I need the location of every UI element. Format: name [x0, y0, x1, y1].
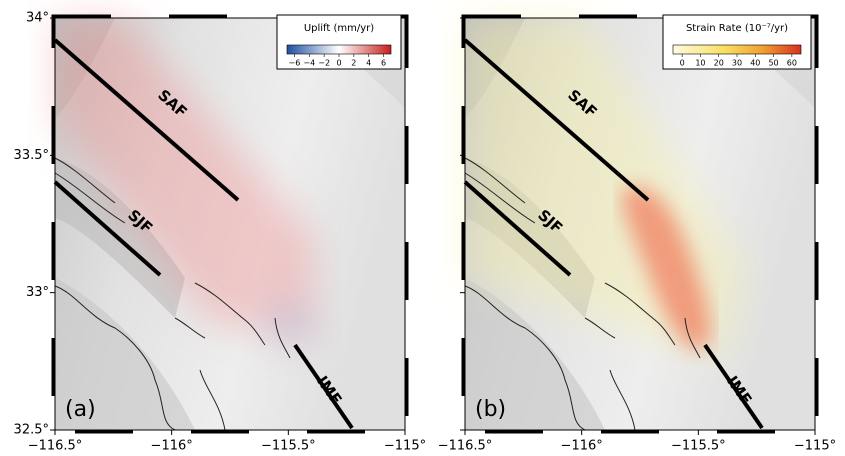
y-tick-label: 32.5° — [14, 423, 49, 438]
x-tick-label: −115.5° — [261, 439, 316, 454]
colorbar-tick-label: 0 — [680, 59, 685, 68]
panel-label: (a) — [65, 397, 96, 422]
panel-label: (b) — [475, 397, 506, 422]
panel-b — [465, 18, 815, 430]
colorbar-tick-label: −6 — [289, 59, 301, 68]
x-tick-label: −116.5° — [438, 439, 493, 454]
x-tick-label: −115° — [794, 439, 836, 454]
colorbar-tick-label: 20 — [714, 59, 724, 68]
colorbar-tick-label: 2 — [351, 59, 356, 68]
colorbar-tick-label: 4 — [366, 59, 371, 68]
colorbar-title: Strain Rate (10⁻⁷/yr) — [686, 23, 788, 34]
colorbar-tick-label: −4 — [303, 59, 315, 68]
x-tick-label: −116.5° — [28, 439, 83, 454]
colorbar-tick-label: 30 — [732, 59, 742, 68]
x-tick-label: −115° — [384, 439, 426, 454]
x-tick-label: −115.5° — [671, 439, 726, 454]
colorbar-tick-label: 50 — [768, 59, 778, 68]
colorbar-tick-label: 6 — [381, 59, 386, 68]
y-tick-label: 33.5° — [14, 148, 49, 163]
colorbar-tick-label: 10 — [695, 59, 705, 68]
y-tick-label: 33° — [26, 285, 49, 300]
colorbar — [673, 45, 801, 54]
y-tick-label: 34° — [26, 11, 49, 26]
colorbar — [287, 45, 391, 54]
colorbar-tick-label: 40 — [750, 59, 760, 68]
figure: −116.5° −116° −115.5° −115° 32.5° 33° 33.5° 34°… — [0, 0, 845, 456]
colorbar-tick-label: 0 — [336, 59, 341, 68]
x-tick-label: −116° — [561, 439, 603, 454]
colorbar-tick-label: −2 — [318, 59, 330, 68]
panel-a — [55, 18, 405, 430]
colorbar-title: Uplift (mm/yr) — [304, 23, 374, 34]
colorbar-tick-label: 60 — [787, 59, 797, 68]
x-tick-label: −116° — [151, 439, 193, 454]
